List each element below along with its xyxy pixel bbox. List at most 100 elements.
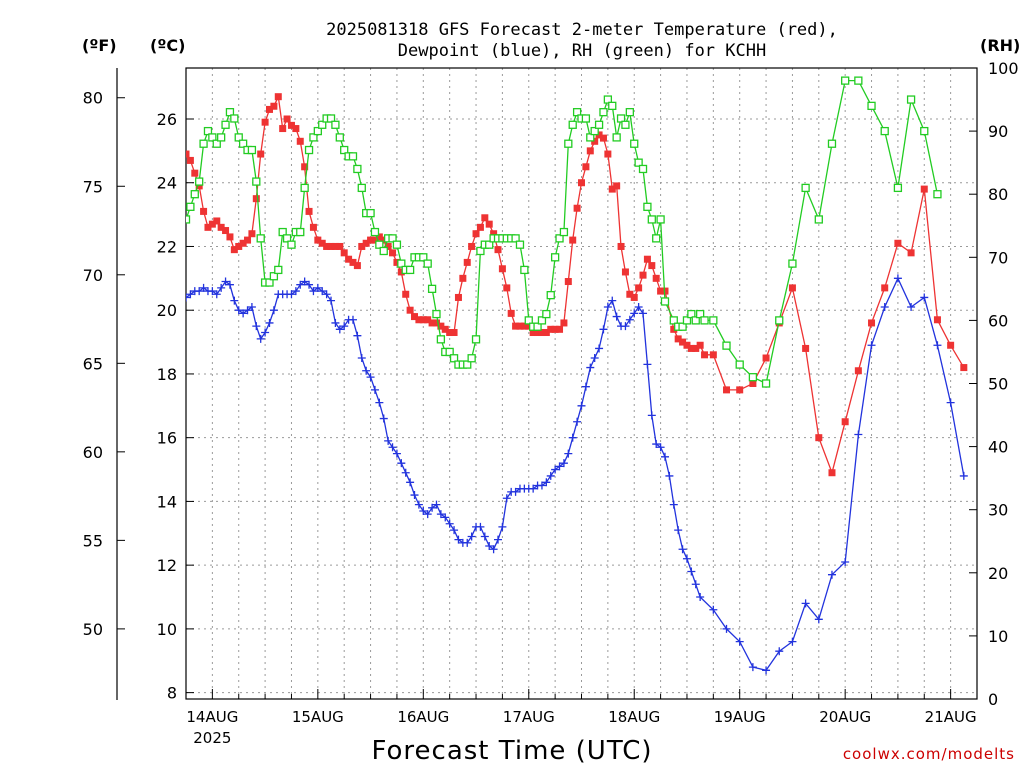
temperature-point [454,293,462,301]
dewpoint-point [212,290,221,299]
dewpoint-point [788,637,797,646]
f-tick-label: 70 [83,266,103,285]
temperature-point [446,329,454,337]
temperature-point [204,223,212,231]
dewpoint-point [247,303,256,312]
rh-point [335,133,344,142]
temperature-point [639,271,647,279]
temperature-point [657,287,665,295]
dewpoint-point [366,373,375,382]
dewpoint-point [441,513,450,522]
rh-point [647,215,656,224]
rh-point [370,227,380,237]
fahrenheit-unit-label: (ºF) [82,36,117,55]
axes [116,67,978,700]
temperature-point [854,367,862,375]
temperature-point [380,236,388,244]
dewpoint-point [511,487,520,496]
dewpoint-point [340,322,349,331]
dewpoint-point [379,414,388,423]
temperature-point [186,156,194,164]
dewpoint-point [305,280,314,289]
temperature-point [586,147,594,155]
rh-point [274,265,283,275]
temperature-point [345,255,353,263]
rh-point [353,164,362,174]
dewpoint-point [959,471,968,480]
dewpoint-point [660,452,669,461]
rh-point [186,215,191,224]
rh-point [247,145,257,155]
rh-point [906,95,916,104]
dewpoint-point [564,449,573,458]
temperature-point [608,185,616,193]
rh-point [405,265,415,275]
x-tick-label: 16AUG [397,708,449,726]
dewpoint-point [419,506,428,515]
temperature-point [560,319,568,327]
temperature-point [578,179,585,187]
rh-point [392,240,402,249]
rh-tick-label: 20 [988,564,1008,583]
rh-point [304,145,314,155]
temperature-point [652,274,660,282]
temperature-point [239,239,247,247]
dewpoint-point [195,287,204,296]
rh-point [564,139,573,148]
dewpoint-point [630,309,639,318]
rh-point [630,139,639,148]
dewpoint-point [691,580,700,589]
c-tick-label: 10 [157,620,177,639]
f-tick-label: 80 [83,89,103,108]
temperature-point [507,309,515,317]
dewpoint-point [261,328,270,337]
temperature-point [692,344,700,352]
c-tick-label: 20 [157,301,177,320]
temperature-point [762,354,770,362]
dewpoint-point [489,545,498,554]
rh-point [722,341,731,350]
temperature-point [788,284,796,292]
dewpoint-point [920,293,929,302]
rh-point [485,240,494,249]
rh-point [471,335,481,344]
tick-labels: 8 10 12 14 16 18 20 22 24 26 50 55 60 65 70 75 80 0 10 20 30… [83,59,1019,747]
dewpoint-point [186,290,195,299]
rh-point [195,177,204,186]
rh-point [427,284,437,294]
rh-point [278,227,287,237]
rh-point [388,234,397,243]
dewpoint-point [498,522,507,531]
dewpoint-point [221,277,230,286]
dewpoint-point [581,382,590,391]
temperature-point [534,329,542,337]
temperature-point [551,325,559,333]
dewpoint-series [186,274,968,675]
temperature-point [569,236,577,244]
temperature-point [630,293,638,301]
rh-point [326,114,336,123]
temperature-point [195,182,203,190]
dewpoint-point [401,468,410,477]
temperature-point [437,322,445,330]
dewpoint-point [335,325,344,334]
temperature-point [213,217,221,225]
temperature-point [564,278,572,286]
c-tick-label: 16 [157,429,177,448]
temperature-point [621,268,629,276]
dewpoint-point [801,599,810,608]
dewpoint-point [243,306,252,315]
dewpoint-point [678,545,687,554]
dewpoint-point [186,293,190,302]
dewpoint-point [269,306,278,315]
dewpoint-point [256,334,265,343]
dewpoint-point [643,360,652,369]
dewpoint-point [388,443,397,452]
temperature-point [481,214,489,222]
grid-lines [186,68,977,699]
credit-label: coolwx.com/modelts [843,745,1015,763]
rh-point [269,272,279,281]
temperature-point [947,341,955,349]
dewpoint-point [445,519,454,528]
temperature-point [397,268,405,276]
